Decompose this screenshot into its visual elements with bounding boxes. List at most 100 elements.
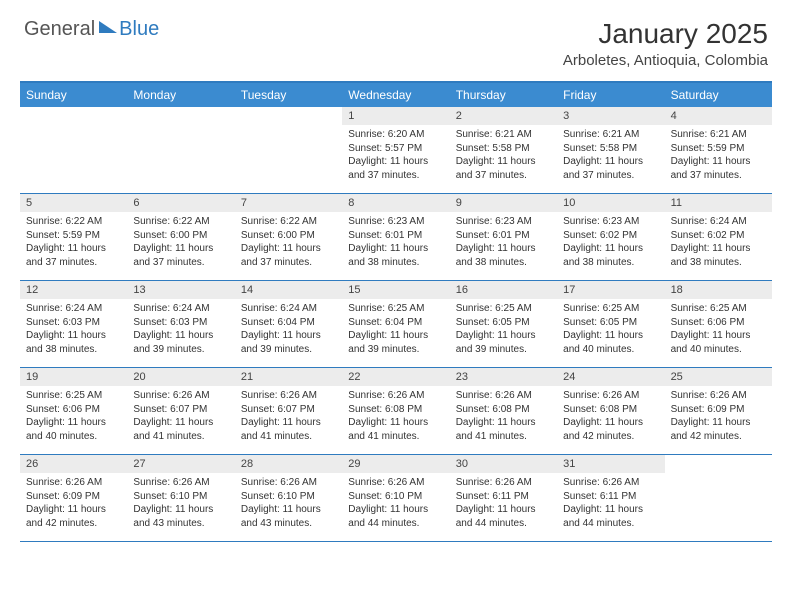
dow-cell: Friday [557,83,664,107]
day-cell: 22Sunrise: 6:26 AMSunset: 6:08 PMDayligh… [342,368,449,454]
week-row: 19Sunrise: 6:25 AMSunset: 6:06 PMDayligh… [20,368,772,455]
day-cell: 9Sunrise: 6:23 AMSunset: 6:01 PMDaylight… [450,194,557,280]
day-number: 31 [557,455,664,473]
day-info: Sunrise: 6:22 AMSunset: 6:00 PMDaylight:… [127,212,234,273]
day-number: 1 [342,107,449,125]
day-number: 29 [342,455,449,473]
day-cell [127,107,234,193]
day-info: Sunrise: 6:26 AMSunset: 6:11 PMDaylight:… [450,473,557,534]
day-cell: 30Sunrise: 6:26 AMSunset: 6:11 PMDayligh… [450,455,557,541]
day-cell: 15Sunrise: 6:25 AMSunset: 6:04 PMDayligh… [342,281,449,367]
day-cell: 24Sunrise: 6:26 AMSunset: 6:08 PMDayligh… [557,368,664,454]
day-info: Sunrise: 6:26 AMSunset: 6:10 PMDaylight:… [342,473,449,534]
day-info: Sunrise: 6:21 AMSunset: 5:59 PMDaylight:… [665,125,772,186]
day-cell: 14Sunrise: 6:24 AMSunset: 6:04 PMDayligh… [235,281,342,367]
day-cell [235,107,342,193]
day-cell: 7Sunrise: 6:22 AMSunset: 6:00 PMDaylight… [235,194,342,280]
weeks-container: 1Sunrise: 6:20 AMSunset: 5:57 PMDaylight… [20,107,772,542]
day-number: 24 [557,368,664,386]
logo-triangle-icon [99,21,117,33]
day-info: Sunrise: 6:26 AMSunset: 6:09 PMDaylight:… [665,386,772,447]
day-number: 22 [342,368,449,386]
day-cell [20,107,127,193]
day-number: 9 [450,194,557,212]
day-cell: 2Sunrise: 6:21 AMSunset: 5:58 PMDaylight… [450,107,557,193]
day-info: Sunrise: 6:20 AMSunset: 5:57 PMDaylight:… [342,125,449,186]
day-info: Sunrise: 6:21 AMSunset: 5:58 PMDaylight:… [450,125,557,186]
day-number: 3 [557,107,664,125]
day-number: 19 [20,368,127,386]
day-info: Sunrise: 6:26 AMSunset: 6:09 PMDaylight:… [20,473,127,534]
week-row: 26Sunrise: 6:26 AMSunset: 6:09 PMDayligh… [20,455,772,542]
day-info: Sunrise: 6:23 AMSunset: 6:01 PMDaylight:… [450,212,557,273]
dow-cell: Wednesday [342,83,449,107]
day-info: Sunrise: 6:26 AMSunset: 6:08 PMDaylight:… [557,386,664,447]
day-info: Sunrise: 6:24 AMSunset: 6:03 PMDaylight:… [20,299,127,360]
day-cell: 16Sunrise: 6:25 AMSunset: 6:05 PMDayligh… [450,281,557,367]
day-number: 14 [235,281,342,299]
day-number: 23 [450,368,557,386]
day-info: Sunrise: 6:26 AMSunset: 6:10 PMDaylight:… [235,473,342,534]
dow-cell: Monday [127,83,234,107]
day-info: Sunrise: 6:26 AMSunset: 6:11 PMDaylight:… [557,473,664,534]
day-cell: 12Sunrise: 6:24 AMSunset: 6:03 PMDayligh… [20,281,127,367]
day-cell: 17Sunrise: 6:25 AMSunset: 6:05 PMDayligh… [557,281,664,367]
week-row: 12Sunrise: 6:24 AMSunset: 6:03 PMDayligh… [20,281,772,368]
day-info: Sunrise: 6:26 AMSunset: 6:07 PMDaylight:… [235,386,342,447]
day-cell: 23Sunrise: 6:26 AMSunset: 6:08 PMDayligh… [450,368,557,454]
day-info: Sunrise: 6:22 AMSunset: 5:59 PMDaylight:… [20,212,127,273]
day-number: 12 [20,281,127,299]
day-number: 17 [557,281,664,299]
day-cell: 18Sunrise: 6:25 AMSunset: 6:06 PMDayligh… [665,281,772,367]
day-number: 28 [235,455,342,473]
day-info: Sunrise: 6:26 AMSunset: 6:10 PMDaylight:… [127,473,234,534]
week-row: 5Sunrise: 6:22 AMSunset: 5:59 PMDaylight… [20,194,772,281]
dow-cell: Sunday [20,83,127,107]
logo-text-general: General [24,18,95,41]
day-info: Sunrise: 6:26 AMSunset: 6:08 PMDaylight:… [342,386,449,447]
day-number: 5 [20,194,127,212]
day-info: Sunrise: 6:26 AMSunset: 6:08 PMDaylight:… [450,386,557,447]
day-number: 20 [127,368,234,386]
day-number: 21 [235,368,342,386]
day-number: 16 [450,281,557,299]
dow-cell: Tuesday [235,83,342,107]
day-info: Sunrise: 6:25 AMSunset: 6:04 PMDaylight:… [342,299,449,360]
calendar: SundayMondayTuesdayWednesdayThursdayFrid… [20,81,772,542]
title-block: January 2025 Arboletes, Antioquia, Colom… [563,18,768,69]
day-info: Sunrise: 6:23 AMSunset: 6:01 PMDaylight:… [342,212,449,273]
day-info: Sunrise: 6:25 AMSunset: 6:06 PMDaylight:… [665,299,772,360]
header: General Blue January 2025 Arboletes, Ant… [0,0,792,73]
day-cell: 1Sunrise: 6:20 AMSunset: 5:57 PMDaylight… [342,107,449,193]
day-cell: 3Sunrise: 6:21 AMSunset: 5:58 PMDaylight… [557,107,664,193]
day-info: Sunrise: 6:25 AMSunset: 6:05 PMDaylight:… [450,299,557,360]
day-number: 27 [127,455,234,473]
day-cell: 26Sunrise: 6:26 AMSunset: 6:09 PMDayligh… [20,455,127,541]
day-cell: 8Sunrise: 6:23 AMSunset: 6:01 PMDaylight… [342,194,449,280]
day-info: Sunrise: 6:24 AMSunset: 6:04 PMDaylight:… [235,299,342,360]
day-cell: 21Sunrise: 6:26 AMSunset: 6:07 PMDayligh… [235,368,342,454]
day-cell: 10Sunrise: 6:23 AMSunset: 6:02 PMDayligh… [557,194,664,280]
day-cell: 6Sunrise: 6:22 AMSunset: 6:00 PMDaylight… [127,194,234,280]
day-number: 18 [665,281,772,299]
day-info: Sunrise: 6:22 AMSunset: 6:00 PMDaylight:… [235,212,342,273]
day-number: 4 [665,107,772,125]
day-cell: 13Sunrise: 6:24 AMSunset: 6:03 PMDayligh… [127,281,234,367]
day-number: 7 [235,194,342,212]
dow-cell: Saturday [665,83,772,107]
day-cell: 11Sunrise: 6:24 AMSunset: 6:02 PMDayligh… [665,194,772,280]
day-number: 15 [342,281,449,299]
day-cell: 27Sunrise: 6:26 AMSunset: 6:10 PMDayligh… [127,455,234,541]
day-number: 8 [342,194,449,212]
day-cell: 29Sunrise: 6:26 AMSunset: 6:10 PMDayligh… [342,455,449,541]
day-number: 2 [450,107,557,125]
day-info: Sunrise: 6:25 AMSunset: 6:06 PMDaylight:… [20,386,127,447]
day-number: 11 [665,194,772,212]
dow-cell: Thursday [450,83,557,107]
day-cell: 20Sunrise: 6:26 AMSunset: 6:07 PMDayligh… [127,368,234,454]
location-text: Arboletes, Antioquia, Colombia [563,52,768,69]
day-number: 13 [127,281,234,299]
day-cell: 25Sunrise: 6:26 AMSunset: 6:09 PMDayligh… [665,368,772,454]
day-number: 25 [665,368,772,386]
day-cell: 31Sunrise: 6:26 AMSunset: 6:11 PMDayligh… [557,455,664,541]
